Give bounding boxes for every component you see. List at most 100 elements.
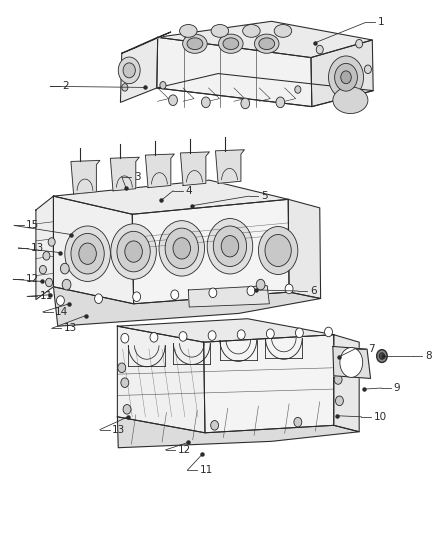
Circle shape	[237, 330, 245, 340]
Circle shape	[377, 350, 387, 362]
Ellipse shape	[243, 25, 260, 37]
Polygon shape	[180, 152, 209, 185]
Circle shape	[295, 86, 301, 93]
Ellipse shape	[180, 25, 197, 37]
Circle shape	[65, 226, 110, 281]
Circle shape	[169, 95, 177, 106]
Polygon shape	[158, 21, 372, 58]
Circle shape	[247, 286, 255, 296]
Circle shape	[328, 56, 364, 99]
Polygon shape	[132, 199, 289, 304]
Circle shape	[62, 279, 71, 290]
Circle shape	[57, 296, 64, 305]
Polygon shape	[157, 74, 373, 107]
Polygon shape	[334, 335, 359, 432]
Polygon shape	[145, 154, 174, 188]
Polygon shape	[117, 326, 205, 433]
Polygon shape	[288, 199, 321, 298]
Circle shape	[118, 57, 140, 84]
Circle shape	[241, 98, 250, 109]
Polygon shape	[53, 196, 134, 304]
Text: 6: 6	[310, 286, 317, 296]
Circle shape	[39, 265, 46, 274]
Polygon shape	[117, 417, 359, 448]
Text: 3: 3	[134, 172, 141, 182]
Circle shape	[46, 278, 53, 287]
Ellipse shape	[259, 38, 275, 50]
Circle shape	[48, 238, 55, 246]
Polygon shape	[120, 37, 158, 102]
Text: 8: 8	[425, 351, 431, 361]
Circle shape	[207, 219, 253, 274]
Polygon shape	[215, 150, 244, 183]
Text: 12: 12	[25, 274, 39, 284]
Text: 11: 11	[39, 292, 53, 301]
Text: 5: 5	[261, 191, 268, 201]
Circle shape	[341, 71, 351, 84]
Circle shape	[121, 378, 129, 387]
Polygon shape	[333, 346, 371, 378]
Circle shape	[123, 63, 135, 78]
Circle shape	[118, 363, 126, 373]
Polygon shape	[53, 287, 321, 326]
Polygon shape	[117, 319, 334, 342]
Circle shape	[336, 396, 343, 406]
Circle shape	[364, 65, 371, 74]
Polygon shape	[36, 196, 53, 300]
Circle shape	[221, 236, 239, 257]
Circle shape	[159, 221, 205, 276]
Ellipse shape	[219, 34, 243, 53]
Circle shape	[133, 292, 141, 302]
Polygon shape	[110, 157, 139, 191]
Ellipse shape	[183, 34, 207, 53]
Circle shape	[125, 241, 142, 262]
Polygon shape	[204, 335, 334, 433]
Circle shape	[334, 375, 342, 384]
Text: 7: 7	[368, 344, 374, 353]
Circle shape	[171, 290, 179, 300]
Circle shape	[43, 252, 50, 260]
Text: 2: 2	[63, 82, 69, 91]
Circle shape	[150, 333, 158, 342]
Circle shape	[165, 228, 198, 269]
Polygon shape	[188, 286, 269, 307]
Text: 1: 1	[378, 18, 385, 27]
Text: 13: 13	[112, 425, 125, 434]
Text: 4: 4	[185, 186, 192, 196]
Circle shape	[256, 279, 265, 290]
Circle shape	[276, 97, 285, 108]
Polygon shape	[71, 160, 100, 194]
Text: 13: 13	[31, 243, 44, 253]
Ellipse shape	[223, 38, 239, 50]
Ellipse shape	[254, 34, 279, 53]
Circle shape	[71, 233, 104, 274]
Circle shape	[316, 45, 323, 54]
Circle shape	[160, 82, 166, 89]
Circle shape	[211, 421, 219, 430]
Circle shape	[79, 243, 96, 264]
Circle shape	[179, 332, 187, 341]
Circle shape	[285, 284, 293, 294]
Text: 14: 14	[55, 307, 68, 317]
Circle shape	[121, 334, 129, 343]
Text: 13: 13	[64, 324, 77, 333]
Text: 12: 12	[178, 445, 191, 455]
Circle shape	[296, 328, 304, 337]
Text: 15: 15	[26, 221, 39, 230]
Text: 11: 11	[200, 465, 213, 475]
Circle shape	[123, 405, 131, 414]
Polygon shape	[311, 40, 373, 107]
Polygon shape	[157, 37, 312, 107]
Circle shape	[201, 97, 210, 108]
Circle shape	[213, 226, 247, 266]
Circle shape	[111, 224, 156, 279]
Circle shape	[95, 294, 102, 303]
Ellipse shape	[211, 25, 229, 37]
Polygon shape	[53, 180, 288, 214]
Ellipse shape	[340, 348, 363, 377]
Circle shape	[356, 39, 363, 48]
Circle shape	[117, 231, 150, 272]
Circle shape	[325, 327, 332, 337]
Circle shape	[122, 84, 128, 91]
Circle shape	[265, 235, 291, 266]
